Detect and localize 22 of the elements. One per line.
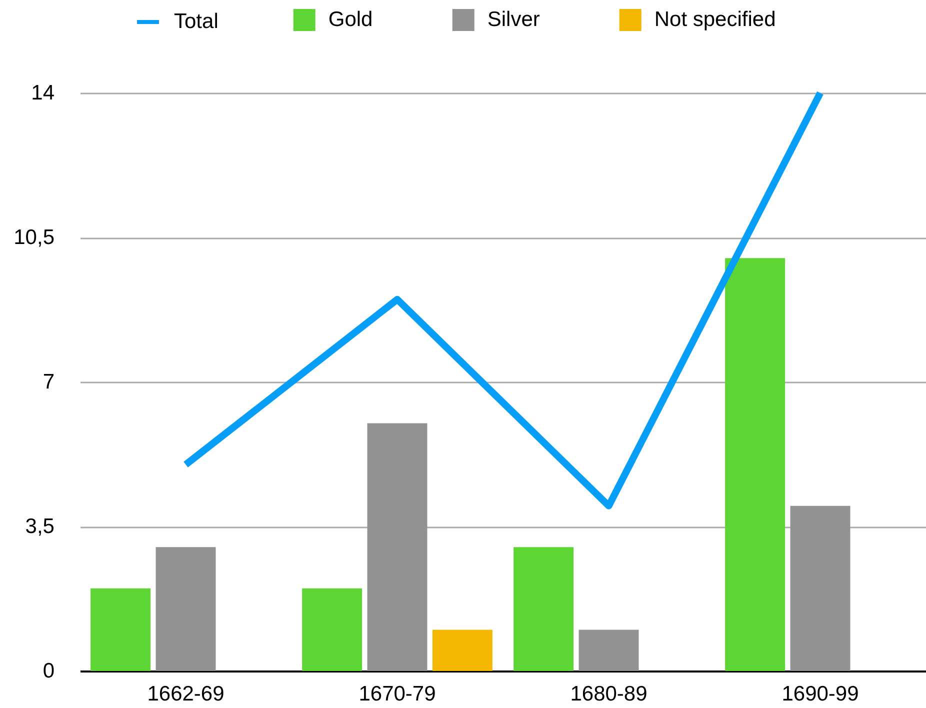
bar [790, 506, 850, 671]
legend-label: Total [174, 10, 218, 33]
y-tick-label: 10,5 [14, 226, 54, 249]
x-tick-label: 1662-69 [147, 682, 224, 706]
bar [90, 588, 151, 671]
x-tick-label: 1680-89 [570, 682, 648, 706]
bar [156, 547, 216, 671]
bar [302, 588, 362, 671]
legend-label: Silver [487, 8, 540, 31]
bar [367, 423, 428, 671]
y-tick-label: 14 [31, 82, 55, 104]
bar [432, 630, 492, 671]
y-tick-label: 7 [42, 370, 54, 394]
bar [514, 547, 574, 671]
x-tick-label: 1670-79 [358, 682, 436, 706]
bar [578, 630, 639, 671]
bar [725, 258, 786, 671]
y-tick-label: 3,5 [25, 515, 54, 538]
legend-label: Not specified [654, 8, 776, 31]
y-tick-label: 0 [42, 660, 54, 682]
legend-label: Gold [328, 8, 373, 31]
x-tick-label: 1690-99 [782, 682, 859, 706]
